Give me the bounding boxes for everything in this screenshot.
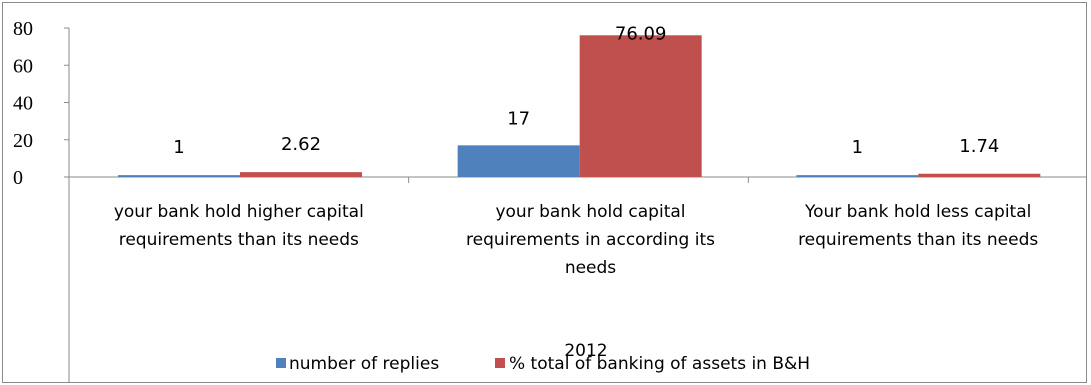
data-label: 1.74 [959,136,999,157]
x-category-label: your bank hold higher capital [114,202,364,222]
bar-assets-2 [579,35,702,177]
bar-chart: 0 20 40 60 80 1 2.62 your bank hold higher capi… [13,18,1086,382]
y-tick-label: 80 [13,18,33,40]
y-tick-label: 0 [13,167,23,189]
x-axis-title: 2012 [564,341,607,361]
y-tick-label: 60 [13,55,33,77]
x-category-label: your bank hold capital [495,202,685,222]
bar-replies-3 [796,175,919,177]
legend-swatch-replies [276,358,286,368]
bar-replies-1 [118,175,240,177]
legend-label-assets: % total of banking of assets in B&H [509,354,810,374]
x-category-label: requirements than its needs [119,230,359,250]
data-label: 2.62 [281,134,321,155]
bar-assets-3 [918,173,1041,177]
bar-replies-2 [457,145,580,177]
x-category-label: needs [565,258,616,278]
y-tick-label: 20 [13,130,33,152]
legend-swatch-assets [495,358,505,368]
data-label: 1 [173,137,184,158]
x-category-label: requirements than its needs [798,230,1038,250]
x-category-label: requirements in according its [466,230,715,250]
legend-label-replies: number of replies [289,354,439,374]
data-label: 17 [507,108,530,129]
bar-assets-1 [240,172,362,177]
y-tick-label: 40 [13,93,33,115]
data-label: 76.09 [615,23,667,44]
data-label: 1 [852,137,863,158]
x-category-label: Your bank hold less capital [804,202,1031,222]
